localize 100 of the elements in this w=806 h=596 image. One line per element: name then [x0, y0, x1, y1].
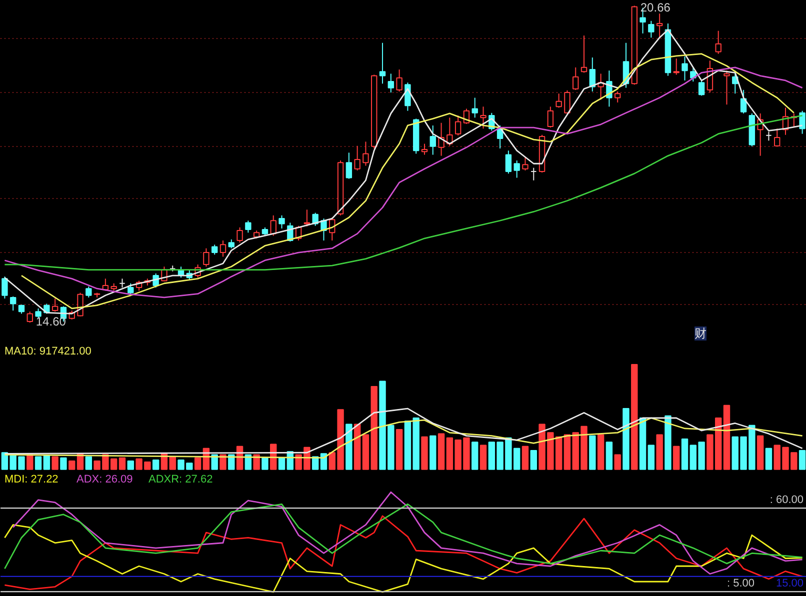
bar [262, 457, 268, 470]
candlestick [480, 106, 486, 130]
candlestick [270, 214, 276, 236]
bar [43, 455, 50, 470]
bar [68, 460, 76, 470]
bar [656, 434, 663, 470]
text: ADXR: 27.62 [148, 474, 213, 486]
candlestick [724, 70, 730, 106]
bar [480, 444, 487, 470]
candlestick [220, 240, 226, 258]
bar [253, 454, 260, 470]
bar [421, 436, 428, 470]
candlestick [86, 286, 92, 298]
bar [127, 460, 134, 470]
bar [564, 434, 571, 470]
candlestick [564, 90, 570, 114]
candlestick [362, 141, 369, 166]
bar [723, 404, 730, 470]
bar [370, 386, 378, 470]
candlestick [715, 30, 722, 54]
candlestick [2, 276, 8, 300]
bar [346, 424, 352, 470]
candlestick [396, 69, 402, 92]
bar [362, 434, 370, 470]
candlestick [572, 66, 579, 90]
bar [430, 435, 436, 470]
candlestick [35, 308, 42, 319]
bar [220, 454, 226, 470]
candlestick [211, 244, 218, 256]
candlestick [682, 56, 688, 81]
bar [664, 415, 672, 470]
candlestick [774, 128, 780, 147]
bar [194, 457, 202, 470]
candlestick [740, 89, 747, 114]
bar [472, 442, 478, 470]
candlestick [505, 150, 512, 174]
bar [589, 435, 596, 470]
candlestick [52, 298, 58, 312]
bar [85, 456, 92, 470]
candlestick [245, 220, 252, 234]
bar [614, 454, 621, 470]
bar [34, 456, 42, 470]
candlestick [203, 248, 210, 268]
candlestick [388, 73, 394, 94]
text: MDI: 27.22 [4, 474, 58, 486]
candlestick [379, 42, 386, 84]
candlestick [438, 122, 444, 156]
bar [765, 448, 772, 470]
candlestick [514, 160, 520, 178]
bar [622, 408, 630, 470]
bar [606, 442, 613, 470]
candlestick [648, 20, 654, 38]
bar [673, 446, 680, 470]
bar [26, 454, 34, 470]
candlestick [799, 110, 806, 134]
candlestick [454, 115, 462, 136]
candlestick [236, 226, 243, 244]
bar [396, 429, 403, 470]
bar [60, 457, 67, 470]
bar [681, 438, 688, 470]
candlestick [10, 296, 16, 312]
candlestick [530, 167, 537, 181]
candlestick [421, 143, 428, 156]
candlestick [614, 90, 621, 103]
candlestick [556, 93, 562, 108]
candlestick [354, 145, 360, 171]
bar [639, 417, 646, 470]
candlestick [472, 97, 478, 118]
ref-line-label: : 60.00 [770, 494, 804, 506]
candlestick [547, 106, 554, 128]
bar [354, 424, 361, 470]
text: MA10: 917421.00 [4, 346, 92, 358]
bar [798, 450, 806, 470]
annotation: 14.60 [36, 314, 66, 329]
candlestick [430, 124, 436, 156]
candlestick [673, 58, 680, 76]
bar [211, 454, 218, 470]
candlestick [580, 35, 588, 74]
annotation: 财 [694, 326, 706, 340]
annotation: 20.66 [640, 0, 671, 15]
bar [169, 456, 176, 470]
candlestick [522, 156, 528, 171]
candlestick [589, 56, 596, 92]
candlestick [304, 209, 310, 227]
ref-line-label: 15.00 [776, 577, 804, 590]
bar [756, 435, 764, 470]
bar [438, 433, 445, 470]
bar [631, 364, 638, 470]
bar [228, 454, 235, 470]
bar [648, 444, 655, 470]
ref-line-label: : 5.00 [726, 578, 755, 590]
bar [597, 434, 604, 470]
candlestick [346, 152, 352, 180]
candlestick [698, 80, 705, 96]
bar [522, 446, 529, 470]
bar [278, 457, 286, 470]
bar [244, 454, 252, 470]
bar [118, 457, 126, 470]
candlestick [278, 214, 285, 229]
text: ADX: 26.09 [76, 474, 133, 486]
